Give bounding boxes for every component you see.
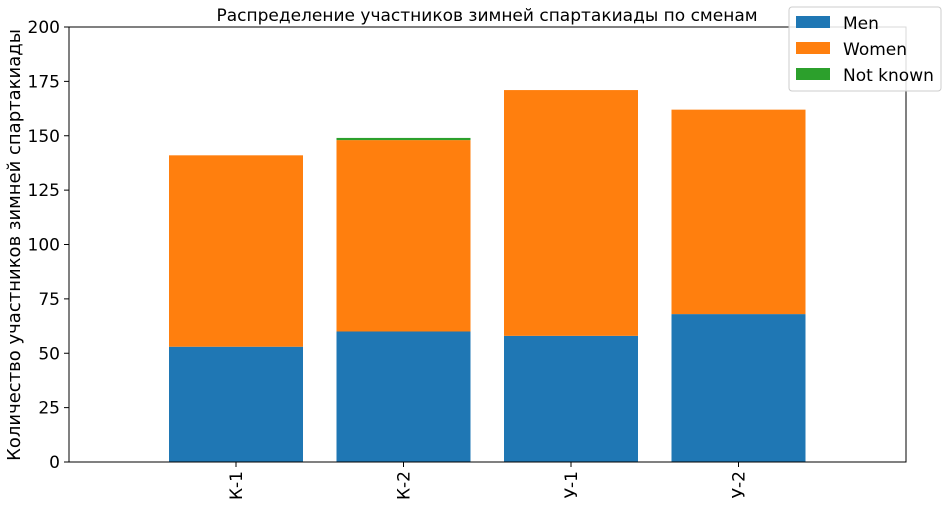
legend-swatch [796,68,830,80]
x-tick-label: К-2 [395,471,415,500]
y-axis: 0 25 50 75 100 125 150 175 200 [28,18,69,473]
x-tick-label: У-2 [730,471,750,498]
bars-group [169,90,806,462]
y-tick-label: 100 [28,236,60,256]
bar-2-4 [671,109,806,315]
bar-1-1 [169,346,303,462]
legend-label: Not known [843,66,934,86]
y-tick-label: 150 [28,127,60,147]
bar-1-2 [336,331,471,462]
x-tick-label: К-1 [227,471,247,500]
x-tick-label: У-1 [562,471,582,498]
bar-1-4 [671,314,806,462]
y-tick-label: 50 [38,344,60,364]
legend: Men Women Not known [788,6,942,92]
y-tick-label: 125 [28,181,60,201]
bar-1-3 [504,335,638,462]
legend-label: Men [843,14,879,34]
legend-swatch [796,16,830,28]
bar-3-2 [336,137,471,141]
x-axis: К-1 К-2 У-1 У-2 [227,462,750,500]
y-axis-title: Количество участников зимней спартакиады [4,29,25,461]
legend-swatch [796,42,830,54]
bar-2-2 [336,140,471,332]
y-tick-label: 75 [38,290,60,310]
bar-2-3 [504,90,638,336]
legend-label: Women [843,40,907,60]
bar-2-1 [169,155,303,347]
y-tick-label: 175 [28,72,60,92]
y-tick-label: 200 [28,18,60,38]
y-tick-label: 25 [38,399,60,419]
chart-title: Распределение участников зимней спартаки… [216,6,757,26]
y-tick-label: 0 [49,453,60,473]
